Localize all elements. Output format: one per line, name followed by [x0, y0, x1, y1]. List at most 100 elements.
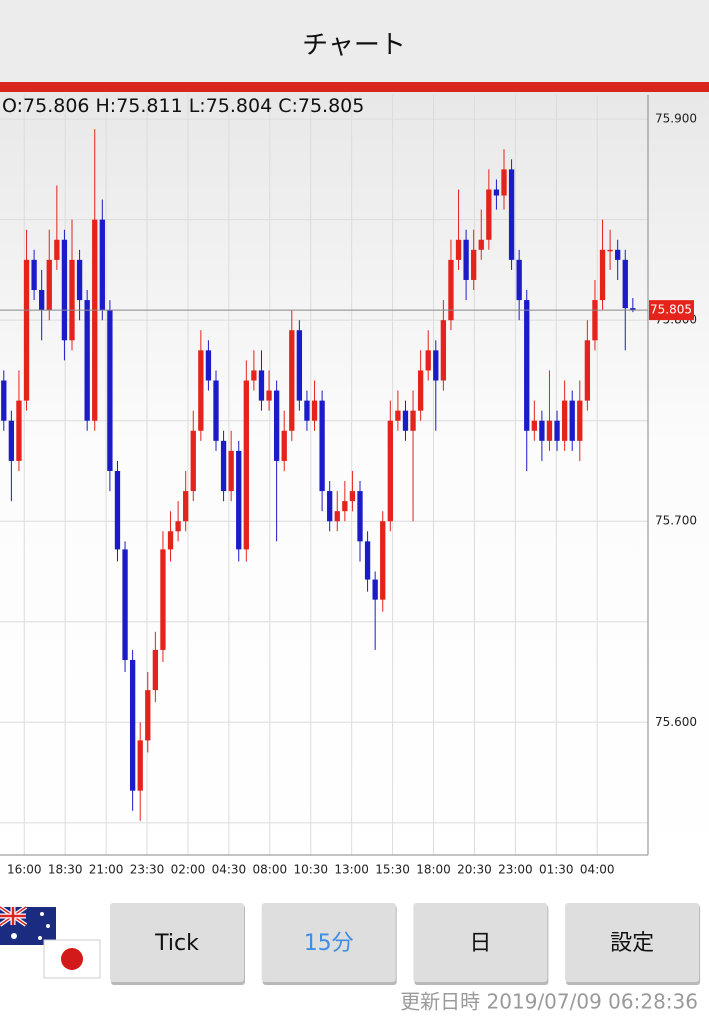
- candle-body: [228, 450, 234, 492]
- candle-body: [342, 501, 348, 512]
- ohlc-key: C:: [278, 95, 298, 117]
- candle-body: [190, 430, 196, 492]
- candle-body: [205, 350, 212, 381]
- candle-body: [175, 521, 181, 532]
- candle-body: [145, 690, 151, 741]
- button-label: 15分: [304, 931, 354, 956]
- candle-body: [569, 400, 575, 441]
- candle-body: [440, 320, 447, 381]
- header-title: チャート: [302, 31, 406, 61]
- candle-body: [84, 300, 90, 421]
- candle-body: [258, 370, 265, 401]
- candle-body: [478, 239, 484, 250]
- candle-body: [387, 420, 393, 522]
- candle-body: [213, 380, 219, 441]
- candle-body: [266, 390, 272, 401]
- x-tick-label: 08:00: [253, 863, 288, 877]
- candle-body: [622, 259, 628, 309]
- candle-body: [417, 370, 424, 411]
- candle-body: [524, 300, 530, 431]
- accent-bar: [0, 82, 709, 92]
- button-label: 日: [469, 931, 491, 956]
- x-tick-label: 23:30: [130, 863, 165, 877]
- x-tick-label: 04:00: [580, 863, 615, 877]
- candle-body: [54, 239, 60, 260]
- x-tick-label: 18:30: [48, 863, 83, 877]
- candle-body: [433, 350, 439, 381]
- candle-body: [584, 340, 591, 401]
- x-tick-label: 01:30: [539, 863, 574, 877]
- button[interactable]: [261, 903, 396, 982]
- update-time: 更新日時 2019/07/09 06:28:36: [400, 990, 698, 1014]
- candle-body: [39, 290, 45, 311]
- ohlc-key: H:: [96, 95, 117, 117]
- candle-body: [349, 491, 356, 502]
- candle-body: [319, 400, 325, 492]
- button-bar: Tick 15分 日 設定: [110, 903, 701, 985]
- candle-body: [516, 259, 522, 301]
- candle-body: [508, 169, 515, 260]
- candle-body: [76, 259, 83, 301]
- candle-body: [129, 659, 136, 791]
- candle-body: [607, 249, 613, 252]
- candle-body: [152, 649, 159, 691]
- candle-body: [448, 259, 454, 321]
- button[interactable]: [565, 903, 700, 982]
- candle-body: [311, 400, 318, 421]
- price-label: 75.805: [650, 303, 692, 317]
- candle-body: [539, 420, 545, 441]
- y-tick-label: 75.900: [655, 112, 697, 126]
- x-tick-label: 18:00: [416, 863, 451, 877]
- ohlc-key: O:: [2, 95, 23, 117]
- ohlc-value: 75.806: [23, 95, 89, 117]
- candle-body: [546, 420, 553, 441]
- x-tick-label: 21:00: [89, 863, 124, 877]
- y-tick-label: 75.700: [655, 514, 697, 528]
- x-tick-label: 04:30: [212, 863, 247, 877]
- x-tick-label: 13:00: [334, 863, 369, 877]
- candle-body: [122, 549, 128, 660]
- candle-body: [296, 330, 303, 401]
- x-tick-label: 23:00: [498, 863, 533, 877]
- button[interactable]: [110, 903, 244, 982]
- candle-body: [23, 259, 30, 401]
- ohlc-value: 75.811: [116, 95, 182, 117]
- candle-body: [592, 300, 598, 341]
- candle-body: [273, 390, 280, 461]
- x-tick-label: 02:00: [171, 863, 206, 877]
- candle-body: [402, 410, 409, 431]
- candle-body: [61, 239, 68, 341]
- candle-body: [493, 189, 500, 196]
- x-tick-label: 15:30: [375, 863, 410, 877]
- candle-body: [1, 380, 7, 421]
- button-label: 設定: [610, 931, 654, 956]
- plot: 75.600 75.700 75.900 16:00 18:30 21:00 23:30 02…: [0, 95, 697, 877]
- candle-body: [410, 410, 416, 431]
- candle-body: [380, 521, 386, 600]
- candle-body: [46, 259, 52, 311]
- flag-au: [0, 905, 56, 945]
- button-label: Tick: [154, 931, 199, 956]
- button[interactable]: [413, 903, 548, 982]
- x-tick-label: 20:30: [457, 863, 492, 877]
- x-tick-label: 16:00: [7, 863, 42, 877]
- y-tick-label: 75.600: [655, 715, 697, 729]
- candle-body: [615, 249, 621, 260]
- candle-body: [236, 450, 242, 550]
- candle-body: [243, 380, 249, 550]
- candle-body: [198, 350, 204, 431]
- candle-body: [251, 370, 257, 381]
- candle-body: [69, 259, 75, 341]
- candle-body: [137, 740, 143, 791]
- candle-body: [501, 169, 507, 196]
- candle-body: [289, 330, 295, 431]
- candle-body: [455, 239, 462, 260]
- candle-body: [357, 491, 363, 542]
- candle-body: [220, 440, 227, 492]
- candle-body: [630, 308, 636, 311]
- candle-body: [577, 400, 583, 441]
- candle-body: [463, 239, 469, 280]
- candle-body: [114, 470, 121, 550]
- candle-body: [486, 189, 492, 240]
